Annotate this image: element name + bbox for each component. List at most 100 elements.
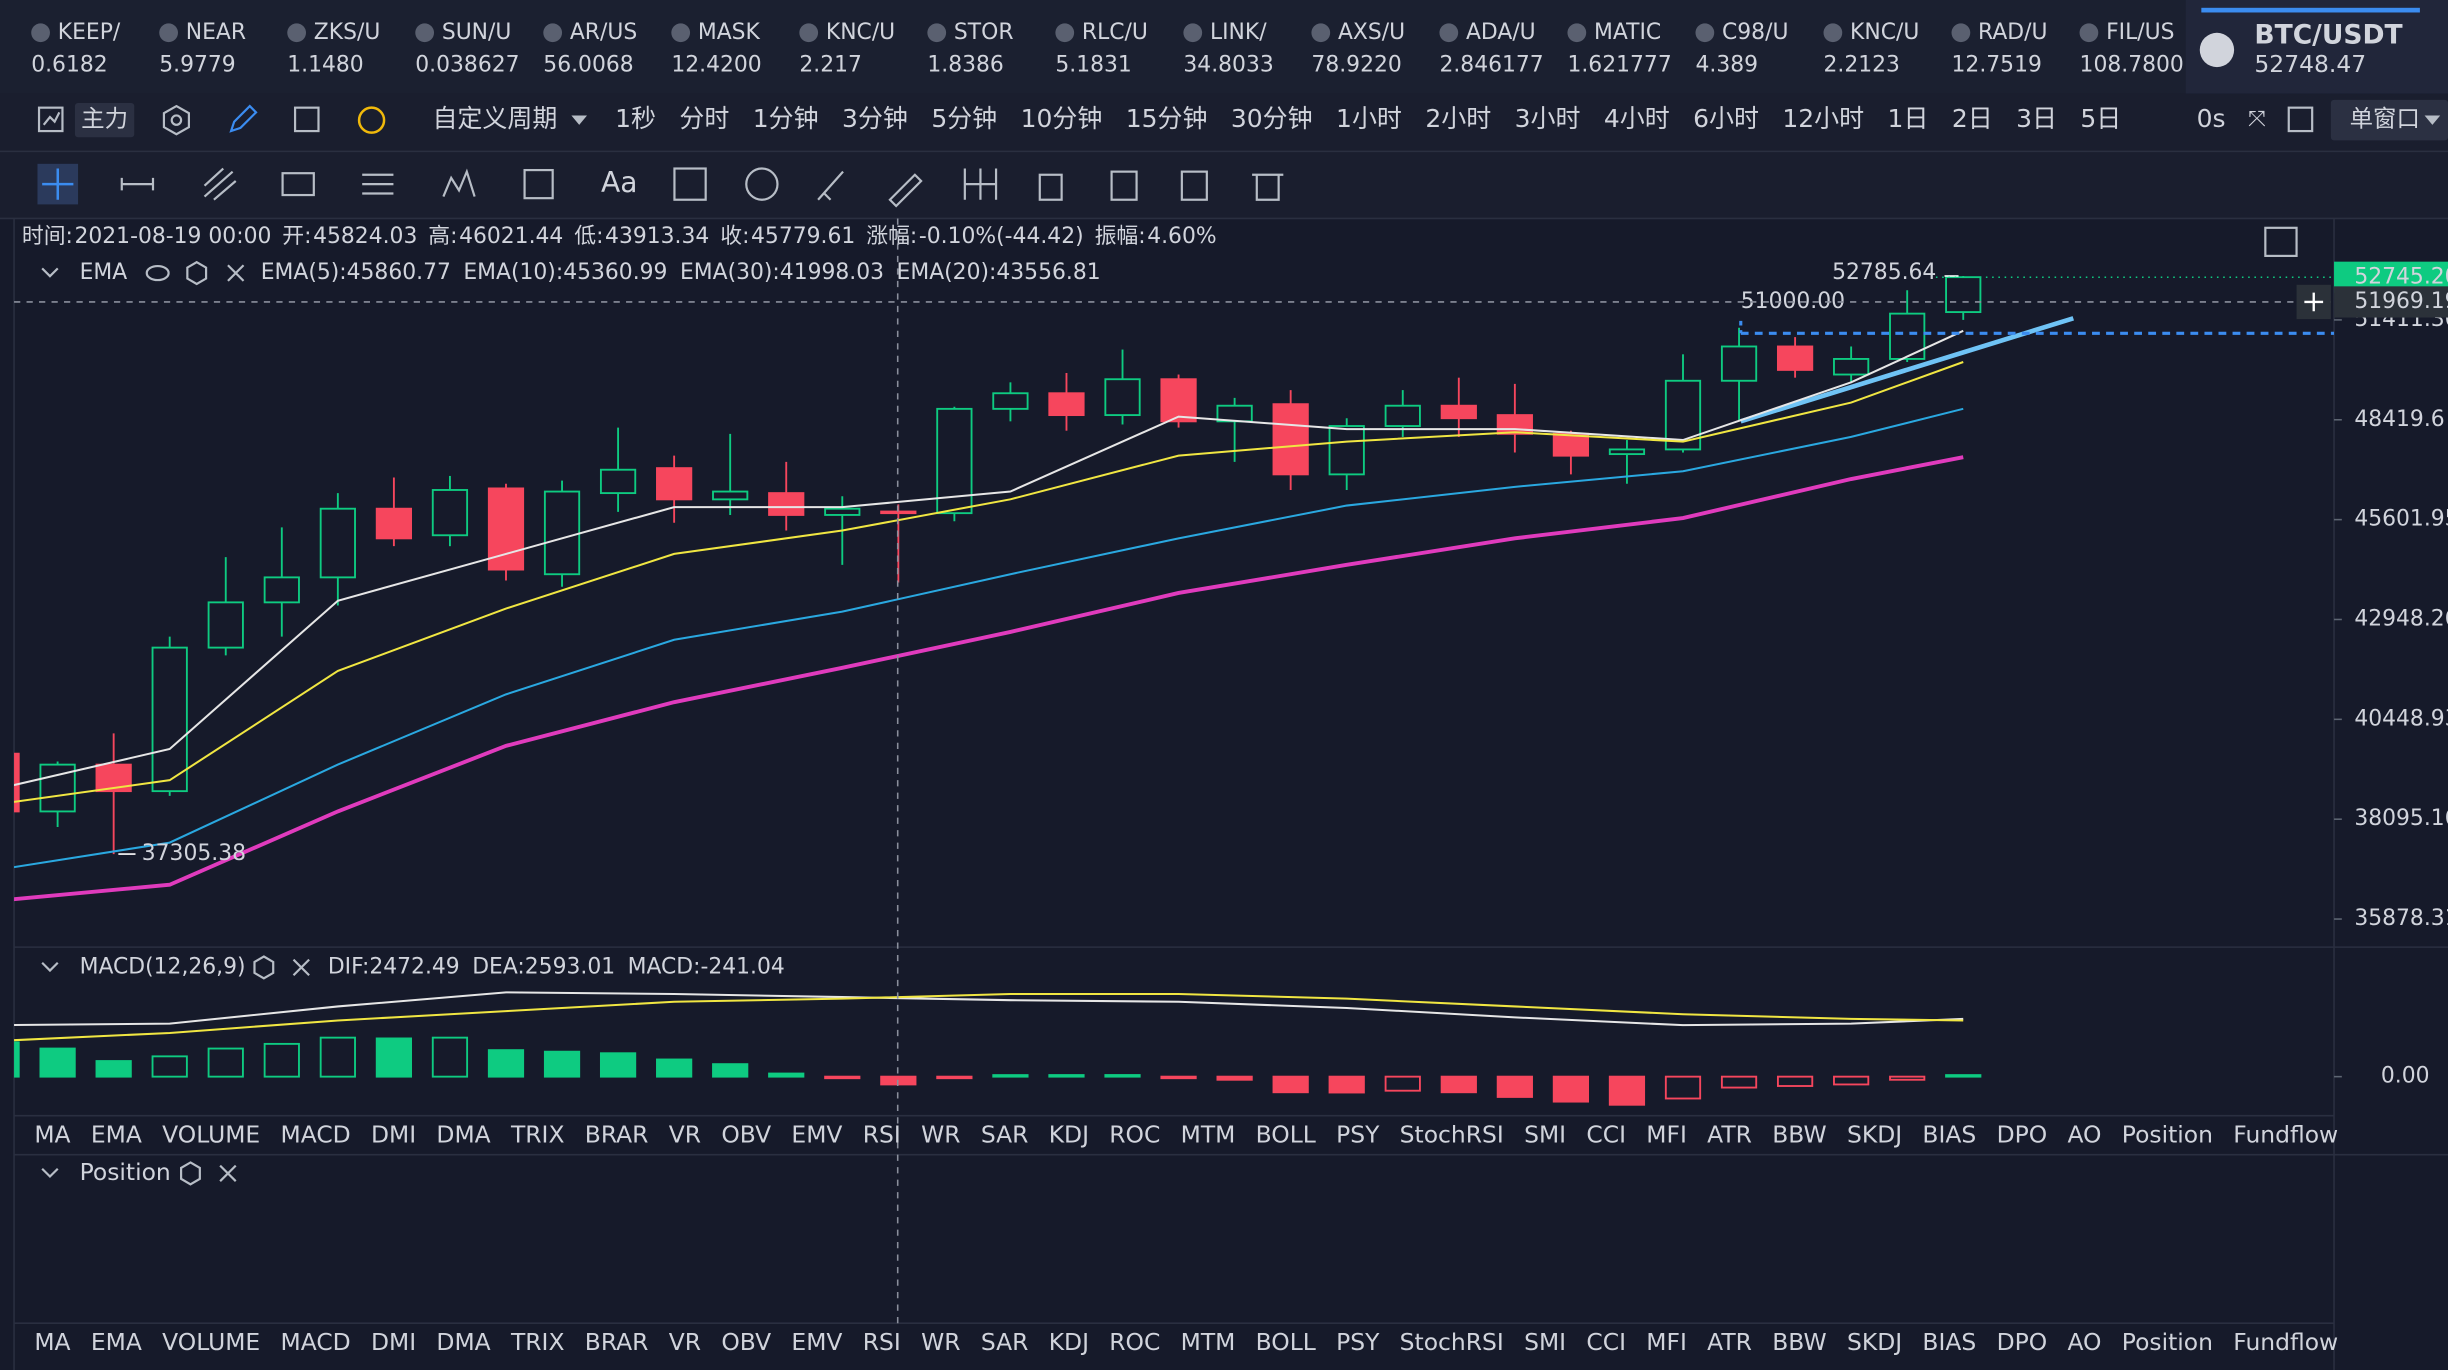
ticker-name[interactable]: AXS/U (1338, 20, 1405, 45)
indicator-tab[interactable]: DPO (1997, 1328, 2048, 1356)
indicator-tab[interactable]: DMI (371, 1120, 416, 1148)
window-button[interactable]: 单窗口 (2350, 105, 2420, 133)
period-tab[interactable]: 15分钟 (1126, 104, 1208, 133)
period-tab[interactable]: 30分钟 (1231, 104, 1313, 133)
indicator-tab[interactable]: BIAS (1922, 1328, 1976, 1356)
pair-name[interactable]: BTC/USDT (2254, 19, 2402, 50)
main-button[interactable]: 主力 (81, 105, 128, 133)
custom-period[interactable]: 自定义周期 (432, 104, 557, 133)
pen-tool[interactable] (888, 173, 923, 208)
fib-tool[interactable] (362, 173, 394, 195)
indicator-tab[interactable]: VOLUME (162, 1328, 260, 1356)
indicator-tab[interactable]: DMI (371, 1328, 416, 1356)
period-tab[interactable]: 3分钟 (842, 104, 908, 133)
period-tab[interactable]: 2日 (1952, 104, 1993, 133)
ticker-name[interactable]: AR/US (570, 20, 637, 45)
indicator-tab[interactable]: VOLUME (162, 1120, 260, 1148)
ticker-price[interactable]: 108.7800 (2080, 53, 2184, 78)
ticker-name[interactable]: FIL/US (2106, 20, 2174, 45)
indicator-tab[interactable]: TRIX (510, 1328, 565, 1356)
indicator-tab[interactable]: ROC (1109, 1120, 1160, 1148)
ticker-name[interactable]: SUN/U (442, 20, 512, 45)
magnet-tool[interactable] (673, 167, 707, 201)
popout-icon[interactable] (2287, 106, 2314, 133)
period-tab[interactable]: 1分钟 (753, 104, 819, 133)
ticker-price[interactable]: 0.6182 (31, 53, 107, 78)
ticker-name[interactable]: RAD/U (1978, 20, 2047, 45)
ruler-tool[interactable] (817, 170, 844, 201)
period-tab[interactable]: 1秒 (615, 104, 656, 133)
indicator-tab[interactable]: MACD (281, 1328, 351, 1356)
indicator-tab[interactable]: VR (669, 1328, 701, 1356)
ticker-price[interactable]: 5.1831 (1055, 53, 1131, 78)
period-tab[interactable]: 1小时 (1336, 104, 1402, 133)
indicator-tab[interactable]: BIAS (1922, 1120, 1976, 1148)
ticker-price[interactable]: 12.7519 (1952, 53, 2042, 78)
main-button-bg[interactable] (74, 102, 135, 138)
indicator-tab[interactable]: TRIX (510, 1120, 565, 1148)
period-tab[interactable]: 3小时 (1515, 104, 1581, 133)
trend-line[interactable] (1740, 316, 2074, 424)
indicator-tab[interactable]: AO (2067, 1120, 2101, 1148)
ticker-price[interactable]: 2.2123 (1824, 53, 1900, 78)
indicator-tab[interactable]: SKDJ (1847, 1120, 1902, 1148)
indicator-tab[interactable]: DPO (1997, 1120, 2048, 1148)
expand-icon[interactable] (2264, 226, 2298, 257)
collapse-icon[interactable] (41, 267, 59, 278)
indicator-tab[interactable]: PSY (1336, 1120, 1380, 1148)
indicator-tab[interactable]: DMA (436, 1120, 490, 1148)
indicator-tab[interactable]: MTM (1181, 1120, 1236, 1148)
indicator-tab[interactable]: KDJ (1049, 1328, 1089, 1356)
measure-tool[interactable] (523, 168, 554, 200)
indicator-tab[interactable]: MA (34, 1328, 70, 1356)
settings-icon[interactable] (162, 104, 191, 136)
ticker-price[interactable]: 12.4200 (671, 53, 761, 78)
indicator-tab[interactable]: MACD (281, 1120, 351, 1148)
delete-tool[interactable] (1252, 173, 1284, 201)
close-icon[interactable] (292, 958, 310, 977)
ticker-name[interactable]: KNC/U (826, 20, 895, 45)
ticker-price[interactable]: 78.9220 (1311, 53, 1401, 78)
ticker-price[interactable]: 4.389 (1695, 53, 1758, 78)
channel-tool[interactable] (203, 167, 237, 201)
fullscreen-icon[interactable]: ⤧ (2248, 107, 2265, 132)
settings-icon[interactable] (186, 260, 208, 286)
indicator-tab[interactable]: BOLL (1256, 1328, 1316, 1356)
ticker-price[interactable]: 34.8033 (1183, 53, 1273, 78)
indicator-tab[interactable]: RSI (863, 1328, 901, 1356)
ticker-price[interactable]: 0.038627 (415, 53, 519, 78)
settings-icon[interactable] (180, 1161, 201, 1186)
text-tool[interactable]: Aa (601, 166, 637, 199)
ticker-name[interactable]: C98/U (1722, 20, 1788, 45)
close-icon[interactable] (227, 264, 245, 282)
period-tab[interactable]: 1日 (1888, 104, 1929, 133)
indicator-tab[interactable]: ATR (1707, 1120, 1752, 1148)
indicator-tab[interactable]: PSY (1336, 1328, 1380, 1356)
indicator-tab[interactable]: Position (2122, 1328, 2213, 1356)
indicator-tab[interactable]: SAR (981, 1328, 1029, 1356)
line-tool[interactable] (120, 177, 155, 191)
clipboard-tool[interactable] (1038, 173, 1063, 201)
indicator-tab[interactable]: Position (2122, 1120, 2213, 1148)
ticker-name[interactable]: KEEP/ (58, 20, 121, 45)
ticker-price[interactable]: 1.8386 (927, 53, 1003, 78)
ticker-name[interactable]: MATIC (1594, 20, 1661, 45)
ticker-price[interactable]: 1.621777 (1567, 53, 1671, 78)
indicator-tab[interactable]: MFI (1646, 1328, 1687, 1356)
indicator-tab[interactable]: Fundflow (2233, 1120, 2338, 1148)
indicator-tab[interactable]: ROC (1109, 1328, 1160, 1356)
ticker-name[interactable]: KNC/U (1850, 20, 1919, 45)
period-tab[interactable]: 12小时 (1782, 104, 1864, 133)
indicator-tab[interactable]: AO (2067, 1328, 2101, 1356)
period-tab[interactable]: 10分钟 (1021, 104, 1103, 133)
lock-tool[interactable] (745, 167, 779, 201)
rect-tool[interactable] (281, 172, 315, 197)
indicator-tab[interactable]: CCI (1586, 1328, 1626, 1356)
indicator-tab[interactable]: EMV (791, 1328, 842, 1356)
indicator-tab[interactable]: WR (921, 1328, 960, 1356)
indicator-tab[interactable]: VR (669, 1120, 701, 1148)
chart-type-icon[interactable] (37, 106, 64, 133)
indicator-tab[interactable]: EMA (91, 1328, 142, 1356)
period-tab[interactable]: 2小时 (1425, 104, 1491, 133)
close-icon[interactable] (219, 1164, 237, 1182)
